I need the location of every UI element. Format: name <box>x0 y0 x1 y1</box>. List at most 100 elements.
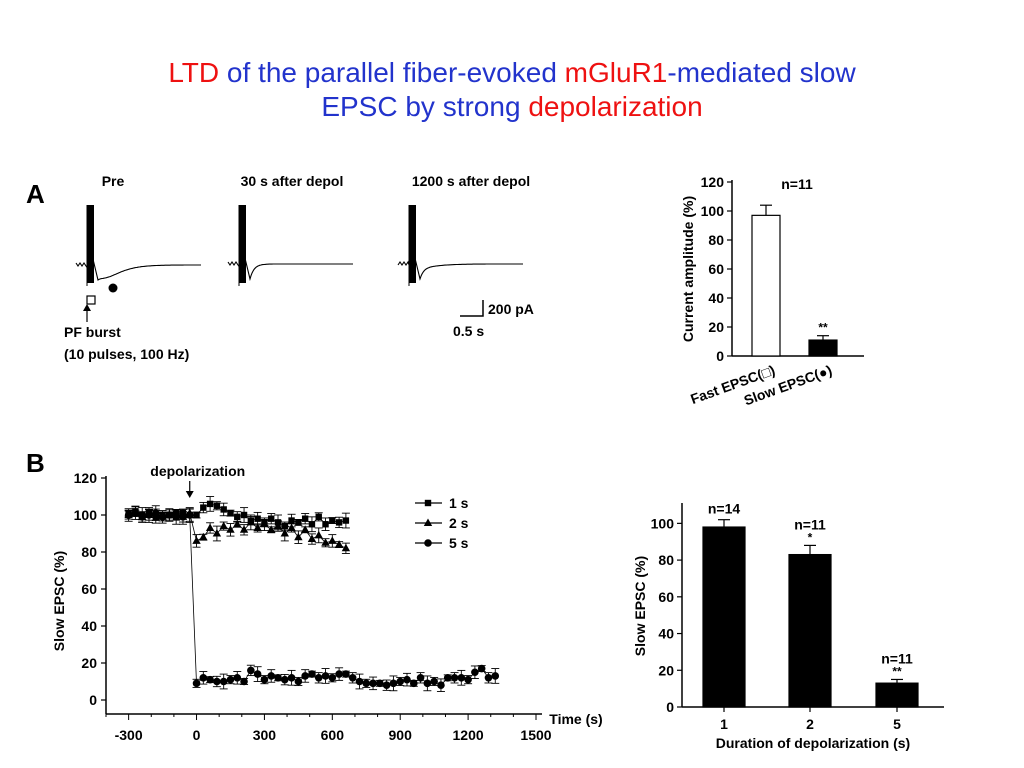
data-point <box>239 525 249 533</box>
data-point <box>301 515 309 522</box>
data-point <box>334 540 344 548</box>
data-point <box>376 679 384 688</box>
trace-label-30s: 30 s after depol <box>241 173 344 189</box>
bar <box>751 214 781 357</box>
data-point <box>457 674 466 682</box>
data-point <box>471 668 479 677</box>
y-tick-label: 40 <box>708 290 724 306</box>
data-point <box>342 517 350 524</box>
data-point <box>341 543 351 552</box>
y-tick-label: 60 <box>708 261 724 277</box>
data-point <box>328 674 337 682</box>
data-point <box>321 672 330 680</box>
data-point <box>308 521 316 528</box>
fast-epsc-marker <box>86 295 96 305</box>
x-tick-label: 300 <box>253 727 277 743</box>
x-tick-label: 1500 <box>520 727 551 743</box>
data-point <box>151 509 160 517</box>
x-tick-label: 1200 <box>453 727 484 743</box>
legend-label: 1 s <box>449 495 469 511</box>
data-point <box>260 675 269 684</box>
title-line-1: LTD of the parallel fiber-evoked mGluR1-… <box>0 56 1024 90</box>
data-point <box>253 670 262 678</box>
data-point <box>355 677 364 686</box>
data-point <box>158 513 167 521</box>
burst-artifact <box>87 205 94 283</box>
x-tick-label: 1 <box>720 716 728 732</box>
data-point <box>314 674 323 682</box>
y-tick-label: 100 <box>651 515 675 531</box>
data-point <box>192 679 201 688</box>
data-point <box>308 670 316 678</box>
n-label: n=14 <box>708 501 741 517</box>
data-point <box>205 523 215 531</box>
data-point <box>233 674 242 682</box>
legend-marker <box>424 499 432 507</box>
data-point <box>226 675 235 684</box>
n-label: n=11 <box>881 650 913 666</box>
data-point <box>307 534 317 543</box>
y-tick-label: 20 <box>81 655 97 671</box>
data-point <box>335 670 343 678</box>
y-tick-label: 20 <box>658 662 674 678</box>
data-point <box>329 517 336 524</box>
data-point <box>437 681 445 689</box>
data-point <box>280 675 289 684</box>
data-point <box>464 675 472 684</box>
bar <box>808 339 838 357</box>
data-point <box>314 530 323 539</box>
panel-a-label: A <box>26 179 45 209</box>
data-point <box>416 674 425 682</box>
data-point <box>213 502 221 509</box>
slow-epsc-marker <box>108 283 118 293</box>
stim-arrow-head <box>83 304 91 311</box>
data-point <box>273 521 283 530</box>
data-point <box>213 677 221 686</box>
panel-b-label: B <box>26 448 45 478</box>
y-tick-label: 100 <box>701 203 725 219</box>
title-line-2: EPSC by strong depolarization <box>0 90 1024 124</box>
data-point <box>172 509 180 517</box>
y-tick-label: 120 <box>74 470 98 486</box>
significance-mark: * <box>808 530 813 544</box>
data-point <box>382 681 391 689</box>
title-part: of the parallel fiber-evoked <box>219 57 565 88</box>
data-point <box>288 517 295 524</box>
bar <box>875 682 919 708</box>
data-point <box>280 529 289 537</box>
data-point <box>294 532 303 541</box>
x-tick-label: 0 <box>193 727 201 743</box>
data-point <box>246 517 256 526</box>
data-point <box>220 506 227 513</box>
data-point <box>443 674 452 682</box>
data-point <box>233 519 242 528</box>
data-point <box>240 511 248 519</box>
data-point <box>240 677 248 686</box>
data-point <box>362 679 371 688</box>
data-point <box>267 672 276 680</box>
y-tick-label: 0 <box>89 692 97 708</box>
y-tick-label: 80 <box>708 232 724 248</box>
data-point <box>301 672 309 680</box>
y-tick-label: 0 <box>716 348 724 364</box>
burst-artifact <box>409 205 416 283</box>
data-point <box>179 513 187 521</box>
stim-label: PF burst <box>64 324 121 340</box>
slide-title: LTD of the parallel fiber-evoked mGluR1-… <box>0 56 1024 124</box>
data-point <box>477 664 486 673</box>
series-circle <box>124 505 500 692</box>
y-tick-label: 100 <box>74 507 98 523</box>
data-point <box>268 515 275 522</box>
data-point <box>234 513 241 521</box>
burst-artifact <box>239 205 246 283</box>
x-axis-label: Duration of depolarization (s) <box>716 735 910 751</box>
trace-label-pre: Pre <box>102 173 125 189</box>
bar <box>702 526 746 708</box>
y-axis-label: Slow EPSC (%) <box>51 551 67 651</box>
data-point <box>165 511 174 519</box>
legend-marker <box>423 518 433 526</box>
data-point <box>403 675 411 684</box>
x-tick-label: 2 <box>806 716 814 732</box>
